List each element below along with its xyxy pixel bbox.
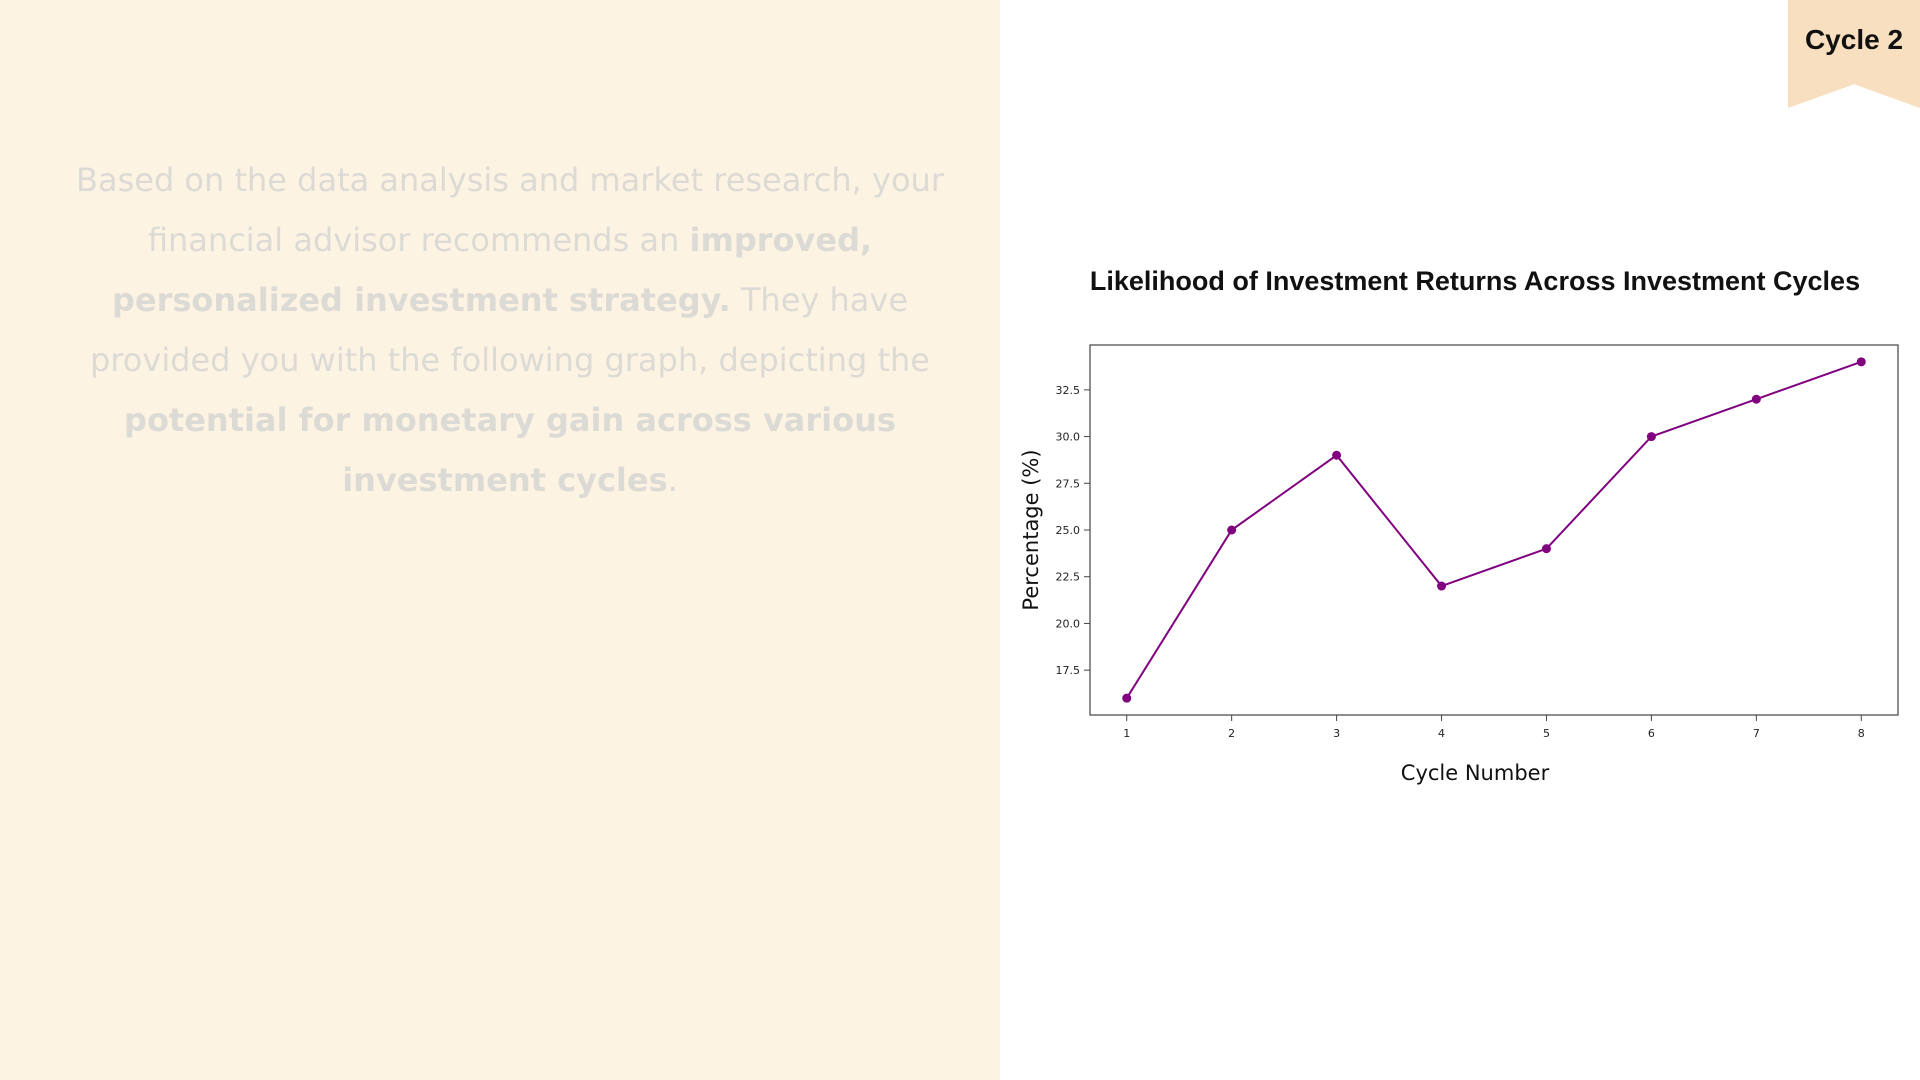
intro-text-2: They have provided you with the followin… — [90, 281, 930, 379]
y-tick-label: 27.5 — [1056, 477, 1081, 490]
x-tick-label: 7 — [1753, 727, 1760, 740]
series-line — [1125, 360, 1862, 699]
y-tick-label: 20.0 — [1056, 617, 1081, 630]
y-tick-label: 25.0 — [1056, 524, 1081, 537]
data-point — [1437, 581, 1447, 591]
x-tick-label: 1 — [1123, 727, 1130, 740]
series-points — [1122, 357, 1866, 703]
data-point — [1122, 693, 1132, 703]
x-tick-label: 5 — [1543, 727, 1550, 740]
intro-text-1: Based on the data analysis and market re… — [76, 161, 944, 259]
x-axis-label: Cycle Number — [1401, 761, 1550, 785]
y-tick-label: 22.5 — [1056, 571, 1081, 584]
data-point — [1332, 450, 1342, 460]
data-point — [1227, 525, 1237, 535]
intro-bold-1: improved, personalized investment strate… — [111, 221, 873, 319]
y-axis-ticks: 17.5 20.0 22.5 25.0 27.5 30.0 32.5 — [1056, 384, 1090, 677]
intro-text-3: . — [667, 461, 678, 499]
data-point — [1856, 357, 1866, 367]
x-tick-label: 2 — [1228, 727, 1235, 740]
plot-frame — [1089, 344, 1899, 716]
x-tick-label: 4 — [1438, 727, 1445, 740]
data-point — [1646, 432, 1656, 442]
x-tick-label: 8 — [1858, 727, 1865, 740]
y-axis-label: Percentage (%) — [1019, 449, 1043, 610]
data-point — [1751, 394, 1761, 404]
y-tick-label: 32.5 — [1056, 384, 1081, 397]
x-axis-ticks: 1 2 3 4 5 6 7 8 — [1123, 715, 1865, 740]
left-panel: Based on the data analysis and market re… — [0, 0, 1000, 1080]
data-point — [1541, 544, 1551, 554]
intro-paragraph: Based on the data analysis and market re… — [50, 150, 970, 510]
x-tick-label: 6 — [1648, 727, 1655, 740]
chart-title: Likelihood of Investment Returns Across … — [1089, 266, 1861, 296]
y-tick-label: 17.5 — [1056, 664, 1081, 677]
intro-bold-2: potential for monetary gain across vario… — [124, 401, 896, 499]
y-tick-label: 30.0 — [1056, 431, 1081, 444]
cycle-badge: Cycle 2 — [1788, 0, 1920, 108]
x-tick-label: 3 — [1333, 727, 1340, 740]
line-chart: 17.5 20.0 22.5 25.0 27.5 30.0 32.5 1 2 3 4 5 6 7 8 Cy… — [1019, 344, 1899, 785]
cycle-badge-label: Cycle 2 — [1804, 24, 1904, 55]
